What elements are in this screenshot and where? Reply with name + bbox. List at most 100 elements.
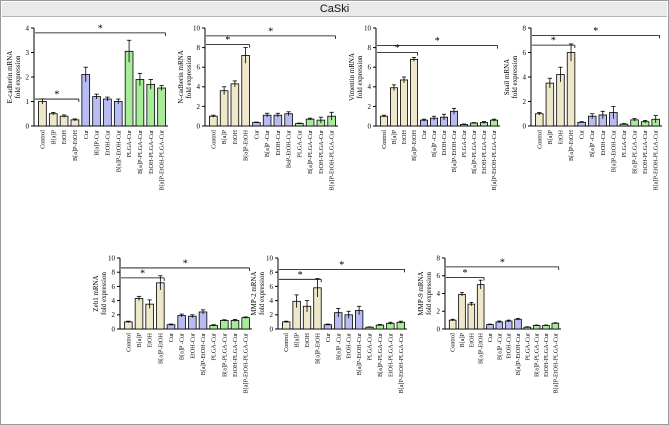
- bar: [379, 115, 388, 127]
- category-label: B[a]P-EtOH-PLGA-Cur: [491, 130, 498, 191]
- category-label: B[a]P-EtOH: [478, 332, 485, 363]
- category-label: B[a]P-EtOH-PLGA-Cur: [159, 130, 166, 191]
- category-label: EtOH-PLGA-Cur: [148, 130, 155, 174]
- y-tick-label: 2: [112, 311, 116, 319]
- bar: [409, 58, 418, 127]
- category-label: B[a]P-EtOH: [568, 129, 575, 160]
- significance-star: *: [500, 257, 505, 268]
- category-label: EtOH-Cur: [441, 130, 448, 156]
- category-label: B[a]P-PLGA-Cur: [377, 333, 384, 377]
- y-tick-label: 0: [270, 325, 274, 333]
- y-tick-label: 6: [112, 283, 116, 291]
- bar: [188, 315, 197, 330]
- bar: [146, 83, 156, 127]
- y-tick-label: 8: [270, 269, 274, 277]
- category-label: B[a]P-EtOH-Cur: [200, 333, 207, 375]
- y-tick-label: 2: [368, 103, 372, 111]
- category-label: PLGA-Cur: [211, 333, 218, 361]
- category-label: Cur: [253, 130, 260, 139]
- significance-star: *: [395, 43, 400, 54]
- category-label: EtOH-Cur: [506, 333, 513, 359]
- category-label: EtOH: [468, 332, 475, 347]
- chart-6: 0 2 4 6 8 10 MMP-2 mRNA fold expression Control B…: [250, 254, 407, 394]
- y-axis-label: fold expression: [100, 272, 108, 315]
- category-label: B[a]P: [459, 332, 466, 347]
- category-label: EtOH: [557, 129, 564, 144]
- y-tick-label: 2: [197, 103, 201, 111]
- category-label: B[a]P-PLGA-Cur: [307, 130, 314, 174]
- y-tick-label: 2: [26, 73, 30, 81]
- bar: [305, 118, 315, 127]
- y-axis-label: Zeb1 mRNA: [92, 275, 100, 311]
- category-label: B[a]P -Cur: [496, 333, 503, 360]
- category-label: Control: [283, 333, 290, 352]
- category-label: B[a]P-EtOH: [157, 332, 164, 363]
- category-label: EtOH-PLGA-Cur: [318, 130, 325, 174]
- bar: [124, 321, 133, 330]
- category-label: EtOH: [61, 129, 68, 144]
- bar: [157, 87, 166, 127]
- chart-5: 0 2 4 6 8 10 Zeb1 mRNA fold expression Control B[…: [92, 254, 252, 394]
- y-axis-label: Vimentin mRNA: [348, 53, 356, 101]
- bar: [220, 320, 229, 330]
- bar: [399, 79, 408, 127]
- category-label: B[a]P: [294, 332, 301, 347]
- bar: [113, 101, 123, 127]
- category-label: Control: [450, 333, 457, 352]
- category-label: Control: [39, 130, 46, 149]
- significance-star: *: [54, 90, 59, 101]
- y-tick-label: 8: [437, 254, 441, 262]
- category-label: Cur: [83, 130, 90, 139]
- bar: [198, 311, 208, 330]
- y-tick-label: 10: [108, 254, 116, 262]
- category-label: B[a]P-EtOH: [411, 129, 418, 160]
- y-axis-label: MMP-9 mRNA: [417, 271, 425, 315]
- category-label: B[a]P-PLGA-Cur: [534, 333, 541, 377]
- category-label: B[a]P-Cur: [94, 130, 101, 156]
- bar: [514, 318, 522, 330]
- bar: [566, 52, 576, 127]
- category-label: Cur: [421, 130, 428, 139]
- category-label: EtOH-PLGA-Cur: [387, 333, 394, 377]
- y-axis-label: N-cadherin mRNA: [177, 50, 185, 103]
- significance-star: *: [435, 36, 440, 47]
- y-axis-label: fold expression: [425, 272, 433, 315]
- category-label: Control: [125, 333, 132, 352]
- bar: [535, 113, 544, 127]
- bar: [124, 50, 134, 127]
- y-axis-label: fold expression: [356, 55, 364, 98]
- category-label: B[a]P: [547, 129, 554, 144]
- bar: [476, 284, 485, 330]
- y-axis-label: E-cadherin mRNA: [6, 51, 14, 104]
- bar: [241, 55, 250, 127]
- category-label: B[a]P-EtOH-Cur: [515, 333, 522, 375]
- y-tick-label: 10: [364, 24, 372, 32]
- bar: [134, 298, 144, 330]
- category-label: B[a]P-EtOH-PLGA-Cur: [398, 333, 405, 394]
- category-label: PLGA-Cur: [524, 333, 531, 361]
- category-label: B[a]P-EtOH-PLGA-Cur: [243, 333, 250, 394]
- category-label: Cur: [325, 333, 332, 342]
- category-label: EtOH-PLGA-Cur: [232, 333, 239, 377]
- chart-2: 0 2 4 6 8 10 N-cadherin mRNA fold expression Con…: [177, 24, 338, 191]
- significance-star: *: [140, 268, 145, 279]
- y-tick-label: 8: [112, 269, 116, 277]
- y-tick-label: 8: [368, 44, 372, 52]
- bar: [504, 320, 513, 330]
- category-label: B[a]P -Cur: [264, 130, 271, 157]
- category-label: PLGA-Cur: [367, 333, 374, 361]
- bar: [209, 115, 218, 127]
- bar: [241, 317, 250, 330]
- category-label: EtOH-Cur: [104, 130, 111, 156]
- bar: [219, 90, 229, 127]
- bar: [252, 122, 261, 127]
- bar: [135, 79, 145, 127]
- significance-star: *: [551, 36, 556, 47]
- category-label: EtOH: [304, 332, 311, 347]
- category-label: PLGA-Cur: [461, 130, 468, 158]
- category-label: B[a]P-EtOH-Cur: [115, 130, 122, 172]
- category-label: B[a]P-PLGA-Cur: [471, 130, 478, 174]
- bar: [545, 82, 555, 127]
- significance-star: *: [463, 268, 468, 279]
